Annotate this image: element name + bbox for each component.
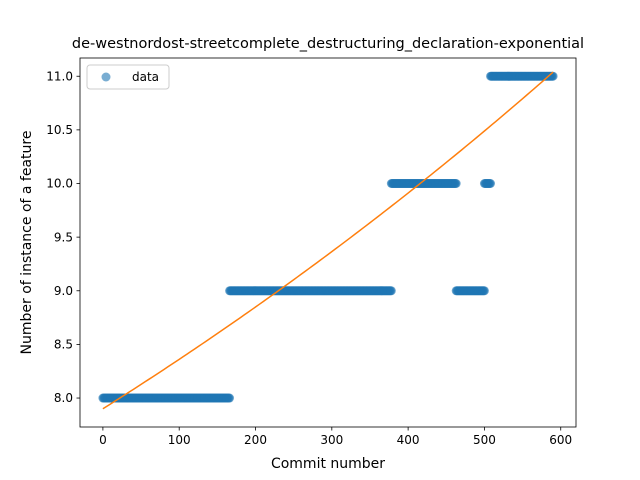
chart-title: de-westnordost-streetcomplete_destructur…: [72, 36, 584, 52]
x-tick-label: 300: [320, 433, 343, 447]
plot-frame: [79, 57, 577, 428]
x-tick-label: 100: [168, 433, 191, 447]
fit-line-group: [102, 71, 554, 410]
y-tick-label: 10.5: [46, 123, 73, 137]
x-axis-label: Commit number: [271, 456, 385, 472]
legend-box: [86, 64, 170, 90]
exponential-fit-line: [102, 71, 554, 410]
x-tick-label: 600: [549, 433, 572, 447]
data-point: [451, 179, 461, 188]
data-point: [386, 286, 396, 296]
data-point: [479, 286, 489, 296]
x-tick-label: 400: [397, 433, 420, 447]
y-tick-label: 9.5: [54, 230, 73, 244]
plot-area: [79, 57, 577, 428]
y-tick-label: 9.0: [54, 284, 73, 298]
data-points: [98, 71, 558, 403]
y-tick-label: 8.5: [54, 338, 73, 352]
data-point: [486, 179, 496, 188]
plot-background: [80, 58, 576, 427]
x-tick-label: 0: [99, 433, 107, 447]
y-tick-label: 11.0: [46, 69, 73, 83]
data-point: [225, 393, 235, 403]
legend-label-data: data: [132, 70, 159, 84]
x-tick-label: 500: [473, 433, 496, 447]
legend-marker-data: [101, 72, 111, 82]
y-tick-label: 10.0: [46, 177, 73, 191]
y-tick-label: 8.0: [54, 391, 73, 405]
x-tick-label: 200: [244, 433, 267, 447]
y-axis: 8.0 8.5 9.0 9.5 10.0 10.5 11.0: [46, 69, 80, 405]
legend: data: [86, 64, 170, 90]
y-axis-label: Number of instance of a feature: [19, 131, 35, 355]
x-axis: 0 100 200 300 400 500 600: [99, 427, 572, 447]
